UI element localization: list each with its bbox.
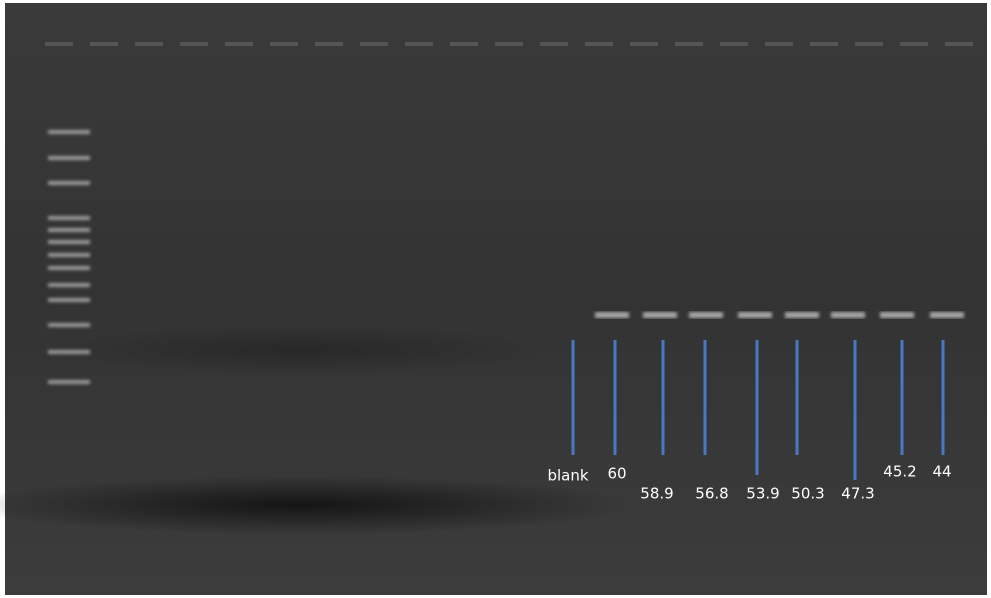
well (810, 42, 838, 46)
lane-label: 58.9 (640, 485, 673, 503)
ladder-band (48, 216, 90, 220)
ladder-band (48, 380, 90, 384)
well (945, 42, 973, 46)
well (450, 42, 478, 46)
well (765, 42, 793, 46)
ladder-band (48, 253, 90, 257)
lane-label: blank (547, 467, 588, 485)
well (135, 42, 163, 46)
well (405, 42, 433, 46)
well (630, 42, 658, 46)
ladder-band (48, 228, 90, 232)
ladder-band (48, 156, 90, 160)
well (900, 42, 928, 46)
band (738, 312, 772, 318)
ladder-band (48, 298, 90, 302)
lane-label: 60 (607, 465, 626, 483)
band (880, 312, 914, 318)
band (689, 312, 723, 318)
well (675, 42, 703, 46)
lane-label: 50.3 (791, 485, 824, 503)
smear (40, 325, 560, 375)
well (270, 42, 298, 46)
ladder-band (48, 181, 90, 185)
band (831, 312, 865, 318)
well (855, 42, 883, 46)
band (643, 312, 677, 318)
gel-image: blank 60 58.9 56.8 53.9 50.3 47.3 45.2 44 (0, 0, 991, 598)
ladder-band (48, 283, 90, 287)
ladder-band (48, 240, 90, 244)
dye-front (0, 475, 630, 535)
wells (45, 42, 973, 46)
band (930, 312, 964, 318)
well (45, 42, 73, 46)
well (90, 42, 118, 46)
lane-label: 56.8 (695, 485, 728, 503)
well (225, 42, 253, 46)
ladder-band (48, 323, 90, 327)
ladder-band (48, 350, 90, 354)
lane-label: 45.2 (883, 463, 916, 481)
well (495, 42, 523, 46)
well (180, 42, 208, 46)
lane-label: 53.9 (746, 485, 779, 503)
well (315, 42, 343, 46)
band (785, 312, 819, 318)
lane-label: 44 (932, 463, 951, 481)
well (540, 42, 568, 46)
lane-label: 47.3 (841, 485, 874, 503)
ladder-band (48, 130, 90, 134)
well (360, 42, 388, 46)
well (720, 42, 748, 46)
band (595, 312, 629, 318)
well (585, 42, 613, 46)
ladder-band (48, 266, 90, 270)
